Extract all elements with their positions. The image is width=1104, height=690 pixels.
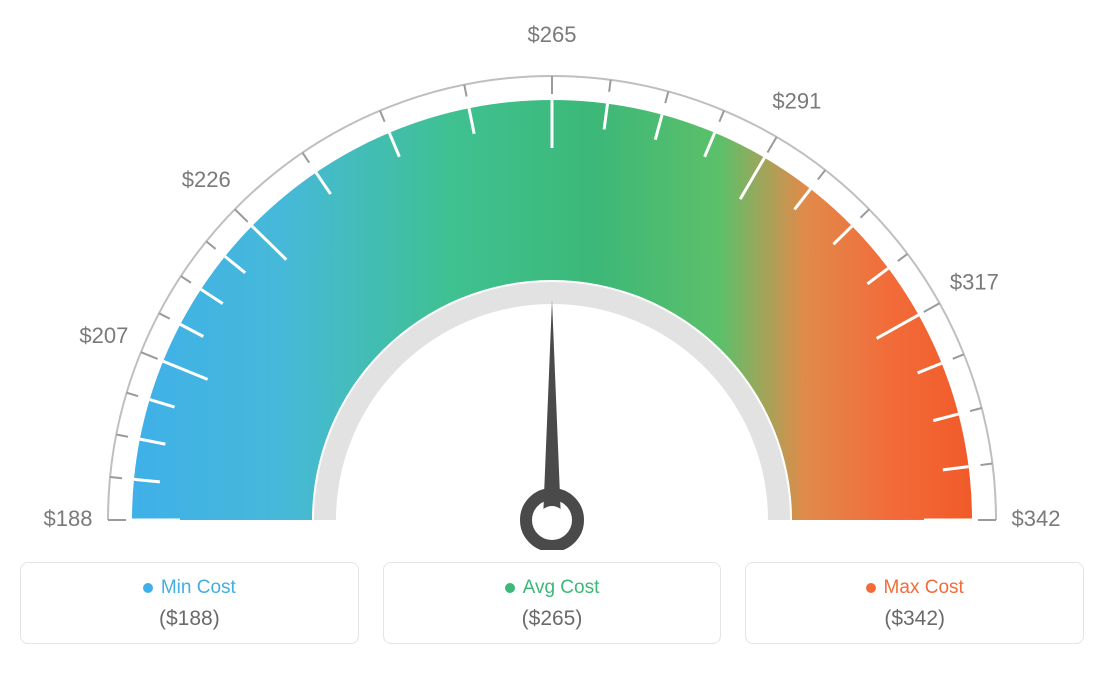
gauge-minor-tick-ring	[898, 254, 908, 261]
gauge-major-tick-ring	[924, 303, 940, 312]
gauge-tick-label: $317	[950, 270, 999, 295]
legend-dot-max	[866, 583, 876, 593]
gauge-minor-tick-ring	[953, 354, 964, 358]
gauge-minor-tick-ring	[719, 111, 724, 122]
legend-row: Min Cost ($188) Avg Cost ($265) Max Cost…	[20, 562, 1084, 644]
gauge-major-tick-ring	[235, 209, 248, 222]
gauge-minor-tick-ring	[181, 276, 191, 283]
legend-card-min: Min Cost ($188)	[20, 562, 359, 644]
legend-card-max: Max Cost ($342)	[745, 562, 1084, 644]
legend-dot-min	[143, 583, 153, 593]
gauge-minor-tick-ring	[110, 477, 122, 478]
gauge-tick-label: $342	[1012, 506, 1061, 531]
gauge-minor-tick-ring	[127, 393, 138, 396]
gauge-minor-tick-ring	[116, 434, 128, 436]
gauge-minor-tick-ring	[206, 241, 215, 249]
gauge-minor-tick-ring	[380, 111, 385, 122]
gauge-minor-tick-ring	[861, 209, 870, 217]
gauge-minor-tick-ring	[665, 92, 668, 104]
legend-top-min: Min Cost	[21, 577, 358, 599]
gauge-tick-label: $226	[182, 167, 231, 192]
gauge-tick-label: $207	[79, 323, 128, 348]
legend-label-min: Min Cost	[161, 577, 236, 599]
gauge-needle-hub-inner	[538, 506, 566, 534]
legend-top-avg: Avg Cost	[384, 577, 721, 599]
gauge-minor-tick-ring	[970, 408, 982, 411]
gauge-svg: $188 $207 $226 $265 $291 $317 $342	[20, 20, 1084, 550]
legend-value-avg: ($265)	[384, 607, 721, 631]
gauge-minor-tick-ring	[818, 170, 825, 179]
legend-label-max: Max Cost	[884, 577, 964, 599]
legend-value-min: ($188)	[21, 607, 358, 631]
gauge-major-tick-ring	[141, 352, 158, 359]
legend-card-avg: Avg Cost ($265)	[383, 562, 722, 644]
gauge-needle	[543, 300, 561, 520]
gauge-minor-tick-ring	[464, 85, 466, 97]
gauge-chart: $188 $207 $226 $265 $291 $317 $342	[20, 20, 1084, 550]
gauge-minor-tick-ring	[980, 464, 992, 466]
legend-value-max: ($342)	[746, 607, 1083, 631]
legend-top-max: Max Cost	[746, 577, 1083, 599]
gauge-tick-label: $265	[528, 22, 577, 47]
gauge-minor-tick-ring	[609, 80, 611, 92]
gauge-minor-tick-ring	[303, 153, 310, 163]
gauge-tick-label: $188	[44, 506, 93, 531]
legend-dot-avg	[505, 583, 515, 593]
gauge-major-tick-ring	[768, 137, 777, 153]
legend-label-avg: Avg Cost	[523, 577, 600, 599]
gauge-tick-label: $291	[772, 88, 821, 113]
gauge-minor-tick-ring	[159, 313, 170, 319]
